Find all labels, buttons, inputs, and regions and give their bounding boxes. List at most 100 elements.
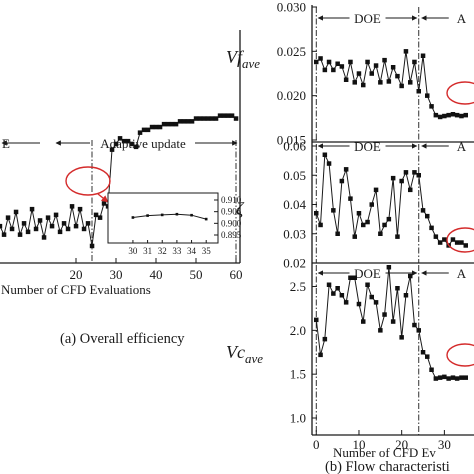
vc-doe-label: DOE	[354, 266, 381, 281]
vc-point	[339, 293, 345, 298]
overall-efficiency-point	[165, 121, 171, 127]
zeta-point	[433, 234, 439, 239]
vf-point	[322, 67, 328, 73]
inset-x-tick-label: 32	[158, 246, 167, 256]
inset-x-tick-label: 35	[202, 246, 212, 256]
inset-series-line	[132, 213, 207, 220]
zeta-ylabel: ζ	[236, 199, 245, 219]
overall-efficiency-point	[145, 127, 151, 133]
right-x-tick-label: 0	[313, 437, 320, 452]
inset-x-tick-label: 30	[128, 246, 138, 256]
right-x-tick-label: 30	[438, 437, 451, 452]
vc-point	[369, 294, 374, 300]
right-x-tick-label: 20	[395, 437, 408, 452]
zeta-point	[348, 196, 353, 201]
overall-efficiency-point	[185, 119, 191, 124]
overall-efficiency-point	[181, 119, 187, 124]
overall-efficiency-point	[13, 209, 19, 215]
vc-point	[450, 375, 456, 380]
overall-efficiency-point	[209, 116, 215, 121]
overall-efficiency-point	[169, 121, 175, 127]
left-x-axis-label: Number of CFD Evaluations	[1, 282, 151, 297]
zeta-y-tick-label: 0.06	[283, 139, 306, 154]
overall-efficiency-point	[9, 226, 15, 232]
left-x-tick-label: 20	[70, 267, 83, 282]
vf-y-tick-label: 0.020	[277, 88, 306, 103]
vf-point	[386, 79, 392, 84]
zeta-point	[326, 161, 332, 166]
vc-point	[343, 300, 349, 305]
zeta-point	[450, 237, 456, 242]
vf-point	[450, 112, 456, 117]
overall-efficiency-point	[173, 121, 179, 127]
vc-point	[352, 275, 357, 280]
vf-point	[335, 61, 340, 66]
vf-point	[331, 67, 336, 73]
overall-efficiency-point	[81, 226, 87, 232]
vc-y-tick-label: 2.0	[290, 323, 306, 338]
vf-point	[429, 104, 434, 109]
vf-point	[339, 64, 345, 69]
overall-efficiency-point	[217, 113, 223, 118]
overall-efficiency-point	[229, 113, 235, 118]
overall-efficiency-point	[53, 212, 59, 218]
vf-series-line	[315, 51, 466, 118]
right-x-tick-label: 10	[352, 437, 365, 452]
inset-point	[190, 213, 193, 217]
overall-efficiency-point	[149, 124, 155, 130]
vc-point	[454, 376, 460, 381]
overall-efficiency-point	[85, 221, 91, 226]
vf-doe-label: DOE	[354, 11, 381, 26]
vf-point	[399, 83, 404, 89]
vf-point	[390, 65, 396, 70]
zeta-point	[382, 222, 387, 228]
overall-efficiency-chart: 20 30 40 50 60 E Adaptive update 0.9100.9050…	[0, 30, 243, 347]
zeta-point	[373, 187, 379, 193]
vf-ylabel: Vfave	[226, 47, 260, 71]
vc-point	[433, 376, 439, 381]
vc-point	[463, 375, 468, 380]
vc-point	[446, 376, 451, 381]
vc-ylabel-sub: ave	[245, 351, 263, 366]
vc-point	[331, 291, 336, 296]
zeta-point	[335, 231, 340, 236]
overall-efficiency-point	[113, 141, 119, 147]
zeta-point	[365, 219, 370, 225]
inset-y-tick-label: 0.905	[221, 207, 242, 217]
vf-point	[343, 77, 349, 82]
vc-point	[442, 374, 447, 380]
vc-point	[425, 354, 430, 359]
vc-point	[356, 301, 362, 307]
vc-point	[386, 265, 392, 270]
inset-y-tick-label: 0.895	[221, 230, 242, 240]
zeta-point	[416, 173, 421, 178]
inset-plot-area	[131, 212, 208, 221]
vc-ylabel-main: Vc	[226, 342, 245, 362]
vf-ylabel-main: Vf	[226, 47, 245, 67]
zeta-point	[412, 170, 417, 175]
overall-efficiency-point	[97, 215, 103, 220]
adaptive-update-label: Adaptive update	[100, 136, 186, 151]
overall-efficiency-point	[101, 201, 107, 206]
vf-point	[356, 71, 362, 76]
vc-point	[420, 350, 426, 355]
zeta-point	[361, 222, 366, 228]
vc-point	[318, 352, 323, 358]
inset-x-tick-label: 31	[143, 246, 152, 256]
zeta-point	[463, 243, 468, 248]
overall-efficiency-point	[33, 226, 39, 232]
overall-efficiency-point	[49, 223, 55, 229]
overall-efficiency-point	[93, 212, 99, 218]
vf-point	[361, 82, 366, 88]
overall-efficiency-point	[153, 124, 159, 130]
inset-x-ticks: 30 31 32 33 34 35	[128, 240, 211, 256]
overall-efficiency-point	[21, 221, 27, 226]
vc-point	[395, 286, 400, 291]
vc-adaptive-label: A	[457, 266, 467, 281]
vf-ave-panel: DOE A 0.030 0.025 0.020 0.015	[277, 0, 474, 148]
overall-efficiency-point	[57, 229, 63, 235]
vf-point	[420, 53, 426, 58]
overall-efficiency-point	[133, 144, 139, 150]
